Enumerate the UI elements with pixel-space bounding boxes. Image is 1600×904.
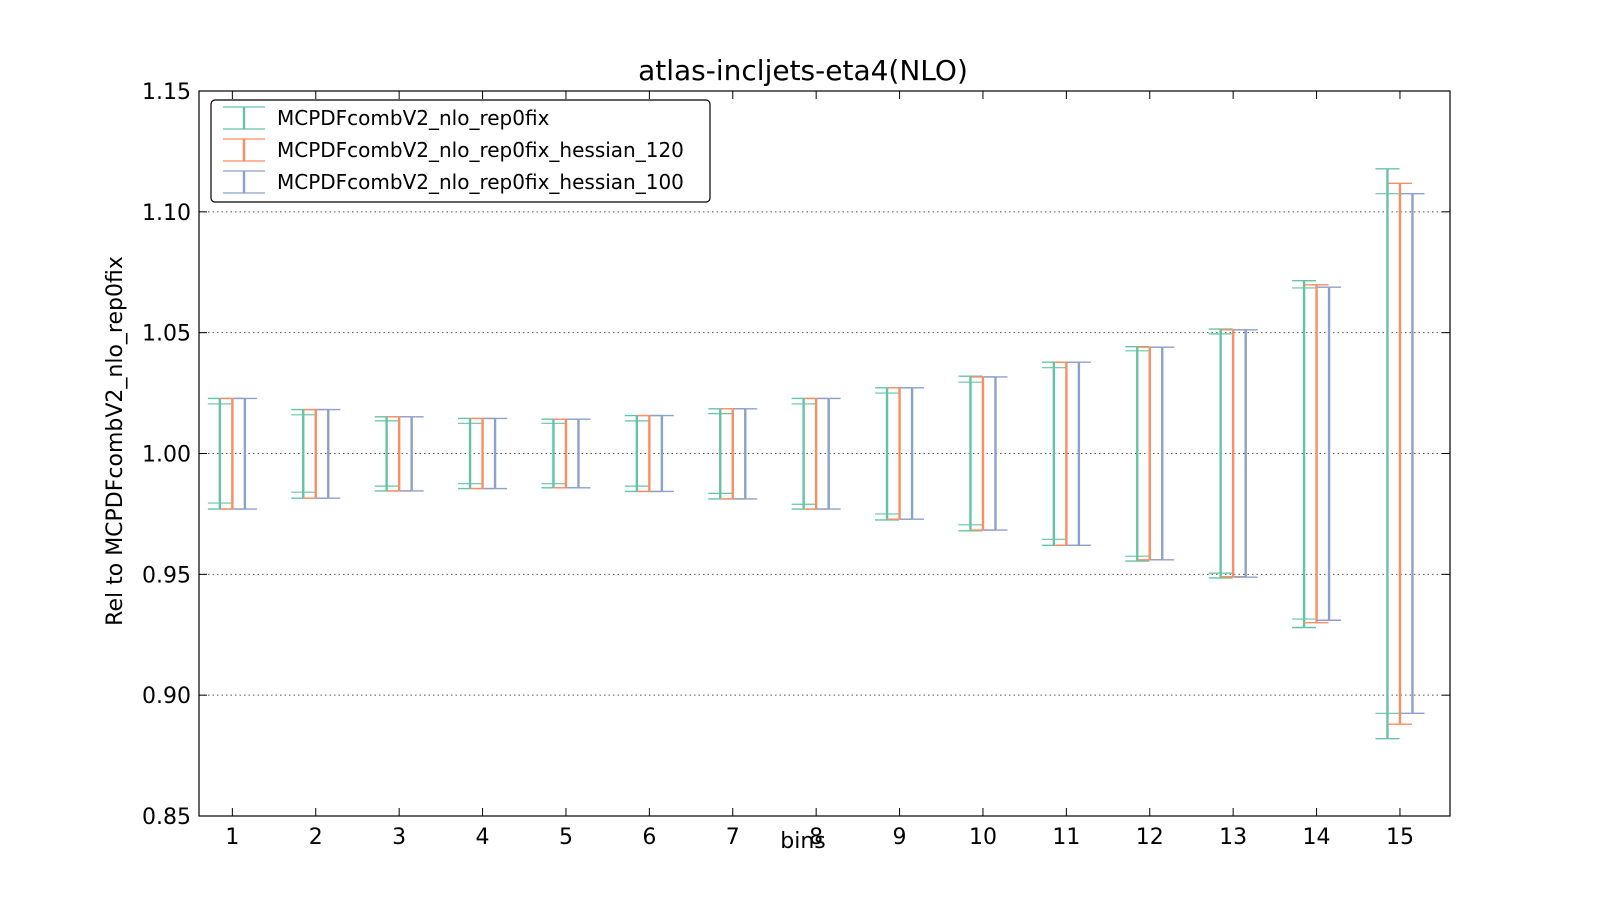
y-tick-label: 1.05 <box>142 322 191 347</box>
error-bar <box>1125 345 1150 562</box>
error-bar <box>887 387 912 520</box>
x-axis-label: bins <box>780 829 825 854</box>
legend-label: MCPDFcombV2_nlo_rep0fix_hessian_100 <box>277 170 684 194</box>
y-tick-label: 1.15 <box>142 80 191 105</box>
legend-label: MCPDFcombV2_nlo_rep0fix <box>277 106 550 130</box>
x-tick-label: 15 <box>1386 825 1414 850</box>
x-tick-label: 7 <box>726 825 740 850</box>
x-tick-label: 4 <box>476 825 490 850</box>
error-bars <box>207 168 1425 740</box>
error-bar <box>1054 361 1079 547</box>
legend: MCPDFcombV2_nlo_rep0fix MCPDFcombV2_nlo_r… <box>210 99 711 203</box>
error-bar <box>1208 328 1233 579</box>
axis-ticks: 0.850.900.951.001.051.101.151 2 3 4 5 6 7 8 9 10 1… <box>142 80 1450 850</box>
error-bar <box>566 418 591 489</box>
x-tick-label: 12 <box>1136 825 1164 850</box>
error-bar <box>958 375 983 532</box>
error-bar <box>207 397 232 510</box>
legend-box <box>210 99 711 203</box>
x-tick-label: 8 <box>809 825 823 850</box>
error-bar <box>399 416 424 492</box>
error-bar <box>1150 346 1175 561</box>
error-bar <box>733 408 758 500</box>
legend-entry: MCPDFcombV2_nlo_rep0fix_hessian_100 <box>223 170 684 194</box>
error-bar <box>1304 284 1329 624</box>
x-tick-label: 10 <box>969 825 997 850</box>
x-tick-label: 3 <box>392 825 406 850</box>
x-tick-label: 13 <box>1219 825 1247 850</box>
error-bar <box>1066 361 1091 547</box>
y-tick-label: 0.85 <box>142 805 191 830</box>
error-bar <box>720 408 745 500</box>
error-bar <box>1317 286 1342 621</box>
error-bar <box>553 418 578 489</box>
error-bar <box>232 397 257 510</box>
x-tick-label: 2 <box>309 825 323 850</box>
x-tick-label: 1 <box>225 825 239 850</box>
error-bar <box>816 397 841 510</box>
legend-entry: MCPDFcombV2_nlo_rep0fix_hessian_120 <box>223 138 684 162</box>
error-bar <box>316 408 341 499</box>
error-bar <box>1292 280 1317 629</box>
x-tick-label: 14 <box>1303 825 1331 850</box>
x-tick-label: 9 <box>893 825 907 850</box>
y-tick-label: 0.90 <box>142 684 191 709</box>
error-bar <box>649 414 674 493</box>
error-bar <box>983 376 1008 531</box>
error-bar <box>374 416 399 492</box>
x-tick-label: 11 <box>1052 825 1080 850</box>
legend-label: MCPDFcombV2_nlo_rep0fix_hessian_120 <box>277 138 684 162</box>
error-bar <box>1233 329 1258 578</box>
legend-entry: MCPDFcombV2_nlo_rep0fix <box>223 106 550 130</box>
error-bar <box>1400 193 1425 714</box>
y-axis-label: Rel to MCPDFcombV2_nlo_rep0fix <box>103 256 128 626</box>
chart-title: atlas-incljets-eta4(NLO) <box>638 54 968 87</box>
error-bar <box>387 416 412 492</box>
error-bar <box>541 418 566 489</box>
y-tick-label: 1.10 <box>142 201 191 226</box>
x-tick-label: 6 <box>642 825 656 850</box>
y-tick-label: 0.95 <box>142 563 191 588</box>
error-bar <box>483 417 508 490</box>
x-tick-label: 5 <box>559 825 573 850</box>
error-bar <box>900 387 925 520</box>
error-bar <box>1221 329 1246 578</box>
y-tick-label: 1.00 <box>142 443 191 468</box>
error-bar <box>1375 168 1400 740</box>
error-bar <box>1387 182 1412 725</box>
grid-lines <box>199 211 1450 696</box>
error-bar <box>708 408 733 500</box>
